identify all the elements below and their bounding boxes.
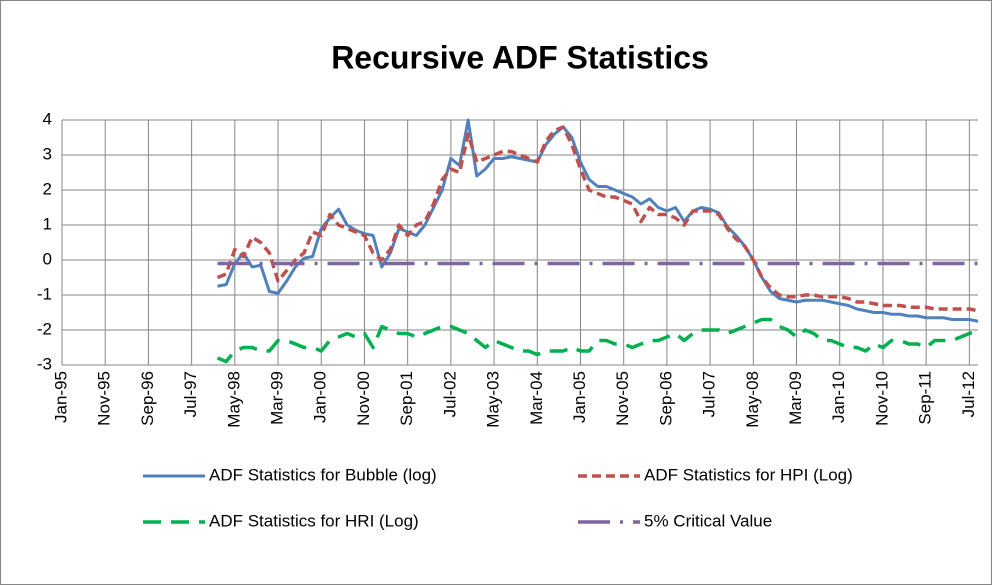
x-tick-label: Mar-09: [786, 371, 805, 425]
y-tick-label: 0: [43, 249, 52, 268]
x-tick-label: Mar-99: [268, 371, 287, 425]
x-tick-label: Jan-10: [829, 371, 848, 423]
y-tick-label: 1: [43, 214, 52, 233]
x-tick-label: Sep-11: [916, 371, 935, 425]
x-tick-label: May-03: [484, 371, 503, 428]
y-tick-label: 2: [43, 179, 52, 198]
x-tick-label: Nov-00: [354, 371, 373, 426]
x-tick-label: Jul-07: [700, 371, 719, 417]
x-tick-label: Sep-01: [397, 371, 416, 426]
y-tick-label: -2: [37, 319, 52, 338]
series-line: [217, 118, 979, 323]
y-tick-label: -1: [37, 284, 52, 303]
x-tick-label: Sep-06: [656, 371, 675, 426]
x-tick-label: Jan-05: [570, 371, 589, 423]
series-line: [216, 317, 979, 364]
x-tick-label: May-98: [224, 371, 243, 428]
legend-label: ADF Statistics for HRI (Log): [209, 511, 419, 530]
x-tick-label: May-08: [743, 371, 762, 428]
y-tick-label: 4: [43, 109, 52, 128]
x-tick-label: Nov-10: [872, 371, 891, 426]
chart-title: Recursive ADF Statistics: [331, 39, 709, 75]
x-tick-label: Nov-95: [95, 371, 114, 426]
legend-label: ADF Statistics for HPI (Log): [644, 465, 853, 484]
legend-label: ADF Statistics for Bubble (log): [209, 465, 437, 484]
x-tick-label: Jan-00: [311, 371, 330, 423]
y-tick-label: -3: [37, 354, 52, 373]
x-tick-label: Jul-97: [181, 371, 200, 417]
legend-label: 5% Critical Value: [644, 511, 772, 530]
x-tick-label: Jan-95: [51, 371, 70, 423]
x-tick-label: Mar-04: [527, 371, 546, 425]
x-tick-label: Jul-12: [959, 371, 978, 417]
x-tick-label: Nov-05: [613, 371, 632, 426]
x-tick-label: Sep-96: [138, 371, 157, 426]
y-tick-label: 3: [43, 144, 52, 163]
series-line: [216, 125, 979, 313]
x-tick-label: Jul-02: [440, 371, 459, 417]
